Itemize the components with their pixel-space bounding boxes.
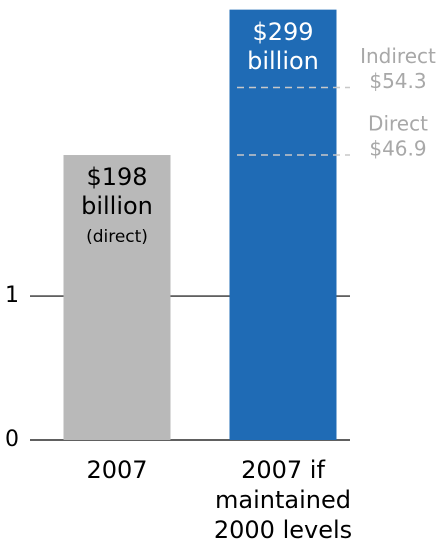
- value-label: $299 billion: [247, 17, 319, 75]
- bar: [229, 9, 337, 440]
- y-tick-label: 0: [5, 427, 19, 452]
- segment-name: Indirect: [360, 44, 436, 68]
- bar-note: (direct): [86, 227, 148, 247]
- segment-name: Direct: [368, 112, 428, 136]
- segment-value: $54.3: [369, 69, 426, 93]
- bar: [63, 155, 171, 441]
- value-label: $198 billion: [81, 163, 153, 220]
- x-tick-label: 2007 if maintained 2000 levels: [213, 456, 353, 544]
- segment-value: $46.9: [369, 137, 426, 161]
- x-tick-label: 2007: [86, 456, 148, 484]
- y-tick-label: 1: [5, 283, 19, 308]
